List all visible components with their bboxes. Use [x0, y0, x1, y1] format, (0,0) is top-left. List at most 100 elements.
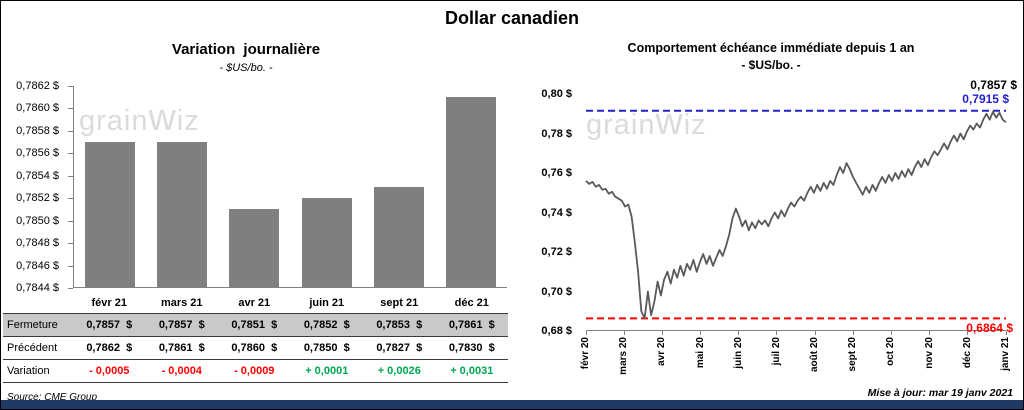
table-cell: + 0,0001 [305, 365, 349, 377]
y-axis-tick [68, 243, 73, 245]
table-cell: - 0,0005 [89, 365, 130, 377]
bar-mars 21 [157, 141, 208, 287]
y-axis-tick-label: 0,78 $ [541, 127, 572, 140]
y-axis-tick-label: 0,72 $ [541, 246, 572, 258]
y-axis-tick-label: 0,7862 $ [16, 80, 59, 92]
bar-slot [218, 86, 290, 287]
x-axis-tick [852, 331, 854, 335]
table-cell: 0,7850 $ [303, 342, 350, 354]
watermark-text: grain [79, 105, 149, 137]
x-axis-month-label: août 20 [809, 337, 821, 373]
x-axis-month-label: déc 20 [961, 337, 973, 369]
x-axis-tick [890, 331, 892, 335]
table-cell: - 0,0009 [234, 365, 275, 377]
footer-bar [1, 400, 1023, 409]
price-line [585, 110, 1007, 320]
bar-févr 21 [85, 141, 136, 287]
y-axis-tick-label: 0,7858 $ [16, 124, 59, 137]
bar-juin 21 [301, 197, 352, 287]
table-cell: + 0,0031 [450, 365, 494, 377]
high-value-label: 0,7915 $ [962, 92, 1009, 106]
right-x-axis: févr 20 mars 20 avr 20 mai 20 juin 20 juil 20… [580, 331, 1011, 386]
last-value-label: 0,7857 $ [970, 78, 1017, 92]
x-axis-tick [929, 331, 931, 335]
y-axis-tick [68, 130, 73, 132]
low-value-label: 0,6864 $ [966, 321, 1013, 335]
x-axis-month-label: janv 21 [1000, 337, 1011, 371]
price-line-chart [585, 109, 1007, 320]
y-axis-tick-label: 0,7852 $ [16, 192, 59, 205]
bar-avr 21 [229, 208, 280, 287]
y-axis-tick-label: 0,80 $ [541, 88, 572, 100]
y-axis-tick-label: 0,7846 $ [16, 259, 59, 272]
watermark-logo-w: w [148, 96, 177, 138]
x-axis-tick [738, 331, 740, 335]
left-chart-subtitle: - $US/bo. - [219, 62, 273, 74]
bar-slot [435, 86, 507, 287]
y-axis-tick-label: 0,76 $ [541, 167, 572, 179]
x-axis-month-label: mai 20 [694, 337, 706, 369]
column-header: sept 21 [380, 297, 419, 309]
left-y-axis: 0,7862 $ 0,7860 $ 0,7858 $ 0,7856 $ 0,7854 $… [1, 80, 73, 298]
y-axis-tick-label: 0,68 $ [541, 325, 572, 337]
table-cell: 0,7827 $ [376, 342, 423, 354]
bar-déc 21 [445, 97, 496, 287]
y-axis-tick [68, 108, 73, 110]
right-chart-title: Comportement échéance immédiate depuis 1… [627, 41, 915, 55]
watermark-text: iz [176, 105, 200, 137]
row-label: Variation [7, 365, 50, 377]
bar-slot [74, 86, 146, 287]
update-note: Mise à jour: mar 19 janv 2021 [867, 387, 1013, 399]
right-chart-subtitle: - $US/bo. - [741, 58, 801, 72]
table-cell: 0,7861 $ [158, 342, 205, 354]
table-cell: - 0,0004 [161, 365, 202, 377]
x-axis-tick [700, 331, 702, 335]
x-axis-month-label: mars 20 [618, 337, 630, 375]
column-header: déc 21 [454, 297, 489, 309]
bar-slot [363, 86, 435, 287]
table-cell: 0,7857 $ [86, 319, 133, 331]
y-axis-tick [68, 198, 73, 200]
y-axis-tick [68, 287, 73, 289]
table-cell: 0,7861 $ [448, 319, 495, 331]
y-axis-tick-label: 0,7856 $ [16, 147, 59, 160]
x-axis-month-label: sept 20 [847, 337, 859, 372]
table-cell: 0,7851 $ [231, 319, 278, 331]
left-chart-title: Variation journalière [171, 41, 321, 58]
table-cell: 0,7862 $ [86, 342, 133, 354]
column-header: avr 21 [238, 297, 271, 309]
y-axis-tick [68, 265, 73, 267]
grainwiz-watermark-left: grainwiz [79, 98, 200, 138]
y-axis-tick-label: 0,7854 $ [16, 169, 59, 182]
table-cell: 0,7830 $ [448, 342, 495, 354]
table-cell: 0,7852 $ [303, 319, 350, 331]
y-axis-tick [68, 153, 73, 155]
table-cell: + 0,0026 [377, 365, 421, 377]
y-axis-tick-label: 0,70 $ [541, 285, 572, 298]
y-axis-tick-label: 0,7850 $ [16, 214, 59, 227]
line-chart-plot [585, 94, 1007, 331]
bar-slot [291, 86, 363, 287]
y-axis-tick [68, 220, 73, 222]
y-axis-tick-label: 0,7848 $ [16, 237, 59, 250]
page-title: Dollar canadien [444, 8, 580, 28]
table-cell: 0,7853 $ [376, 319, 423, 331]
x-axis-tick [661, 331, 663, 335]
source-note: Source: CME Group [7, 392, 98, 403]
data-table: févr 21 mars 21 avr 21 juin 21 sept 21 déc 21… [3, 293, 508, 383]
x-axis-tick [814, 331, 816, 335]
bar-slot [146, 86, 218, 287]
x-axis-month-label: oct 20 [885, 337, 897, 366]
table-row-fermeture: Fermeture 0,7857 $ 0,7857 $ 0,7851 $ 0,7852 … [3, 314, 508, 337]
x-axis-tick [776, 331, 778, 335]
grainwiz-watermark-right: grainwiz [586, 102, 707, 142]
x-axis-month-label: nov 20 [923, 337, 935, 369]
x-axis-tick [1005, 331, 1007, 335]
x-axis-tick [623, 331, 625, 335]
column-header: févr 21 [91, 297, 127, 309]
y-axis-tick-label: 0,7860 $ [16, 102, 59, 115]
column-header: juin 21 [309, 297, 345, 309]
row-label: Précédent [7, 342, 58, 354]
row-label: Fermeture [7, 319, 58, 331]
watermark-logo-w: w [655, 100, 684, 142]
